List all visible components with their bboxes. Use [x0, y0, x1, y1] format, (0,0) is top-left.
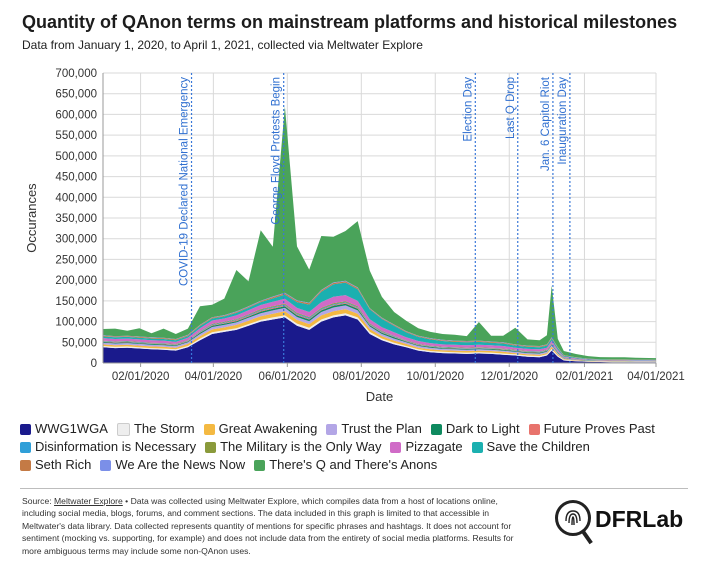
- legend-row: Seth Rich We Are the News Now There's Q an…: [20, 456, 700, 474]
- y-tick-label: 350,000: [55, 213, 97, 225]
- magnifier-fingerprint-icon: [555, 500, 591, 536]
- chart-title: Quantity of QAnon terms on mainstream pl…: [22, 12, 678, 32]
- dfrlab-logo: DFRLab: [555, 500, 695, 548]
- legend-label: Great Awakening: [218, 421, 318, 436]
- y-tick-label: 0: [91, 358, 97, 370]
- legend-label: Seth Rich: [35, 457, 92, 472]
- legend-swatch: [390, 441, 402, 453]
- legend-swatch: [100, 459, 112, 471]
- milestone-label: COVID-19 Declared National Emergency: [179, 77, 191, 286]
- series-area-wwg1wga: [103, 315, 656, 363]
- milestone-label: Election Day: [462, 77, 474, 142]
- legend-swatch: [528, 423, 540, 435]
- series-area-there-s-q-and-there-s-anons: [103, 106, 656, 360]
- legend-item: The Military is the Only Way: [205, 438, 381, 456]
- legend-swatch: [203, 423, 215, 435]
- chart-subtitle: Data from January 1, 2020, to April 1, 2…: [22, 38, 423, 52]
- legend-swatch: [20, 441, 31, 453]
- y-tick-label: 250,000: [55, 254, 97, 266]
- legend-label: We Are the News Now: [115, 457, 246, 472]
- source-link[interactable]: Meltwater Explore: [54, 496, 123, 506]
- y-tick-label: 150,000: [55, 296, 97, 308]
- y-tick-label: 600,000: [55, 109, 97, 121]
- series-area-save-the-children: [103, 282, 656, 361]
- legend-label: The Military is the Only Way: [220, 439, 382, 454]
- y-tick-label: 450,000: [55, 172, 97, 184]
- series-area-pizzagate: [103, 295, 656, 361]
- legend: WWG1WGA The Storm Great Awakening Trust the…: [20, 420, 700, 474]
- legend-item: Disinformation is Necessary: [20, 438, 196, 456]
- legend-swatch: [205, 441, 217, 453]
- y-tick-label: 100,000: [55, 317, 97, 329]
- source-text: • Data was collected using Meltwater Exp…: [22, 496, 514, 556]
- y-tick-label: 50,000: [62, 337, 97, 349]
- legend-item: Future Proves Past: [528, 420, 655, 438]
- milestone-label: Inauguration Day: [557, 77, 569, 165]
- y-tick-label: 200,000: [55, 275, 97, 287]
- legend-label: WWG1WGA: [35, 421, 108, 436]
- x-tick-label: 04/01/2021: [627, 371, 685, 383]
- x-tick-label: 02/01/2021: [556, 371, 614, 383]
- series-area-great-awakening: [103, 309, 656, 362]
- x-tick-label: 02/01/2020: [112, 371, 170, 383]
- series-area-the-storm: [103, 313, 656, 363]
- source-note: Source: Meltwater Explore • Data was col…: [22, 495, 534, 557]
- legend-label: Future Proves Past: [543, 421, 655, 436]
- legend-swatch: [20, 423, 31, 435]
- x-tick-label: 12/01/2020: [480, 371, 538, 383]
- legend-label: Pizzagate: [405, 439, 463, 454]
- y-tick-label: 300,000: [55, 234, 97, 246]
- y-tick-label: 500,000: [55, 151, 97, 163]
- legend-item: There's Q and There's Anons: [254, 456, 437, 474]
- legend-item: Seth Rich: [20, 456, 91, 474]
- legend-item: WWG1WGA: [20, 420, 108, 438]
- legend-label: Save the Children: [486, 439, 590, 454]
- legend-item: Pizzagate: [390, 438, 463, 456]
- legend-item: The Storm: [116, 420, 195, 438]
- milestone-label: George Floyd Protests Begin: [271, 77, 283, 225]
- series-area-trust-the-plan: [103, 305, 656, 362]
- stacked-area-chart: 0 50,000 100,000 150,000 200,000 250,000 300,0…: [24, 68, 685, 404]
- legend-swatch: [116, 422, 130, 436]
- logo-text: DFRLab: [595, 506, 684, 532]
- legend-item: Great Awakening: [203, 420, 318, 438]
- divider: [20, 488, 688, 489]
- legend-item: Dark to Light: [430, 420, 520, 438]
- legend-label: Disinformation is Necessary: [35, 439, 197, 454]
- x-tick-label: 04/01/2020: [185, 371, 243, 383]
- milestone-label: Jan. 6 Capitol Riot: [540, 76, 552, 171]
- legend-swatch: [471, 441, 483, 453]
- legend-label: There's Q and There's Anons: [269, 457, 438, 472]
- legend-row: Disinformation is Necessary The Military …: [20, 438, 700, 456]
- legend-swatch: [20, 459, 31, 471]
- y-tick-label: 400,000: [55, 192, 97, 204]
- legend-label: Trust the Plan: [341, 421, 422, 436]
- source-label: Source:: [22, 496, 52, 506]
- legend-swatch: [430, 423, 442, 435]
- x-tick-label: 10/01/2020: [407, 371, 465, 383]
- legend-row: WWG1WGA The Storm Great Awakening Trust the…: [20, 420, 700, 438]
- legend-swatch: [254, 459, 266, 471]
- y-axis-label: Occurances: [24, 183, 39, 253]
- milestone-label: Last Q Drop: [505, 77, 517, 139]
- x-tick-label: 06/01/2020: [259, 371, 317, 383]
- y-tick-label: 650,000: [55, 89, 97, 101]
- x-axis-label: Date: [366, 389, 393, 404]
- x-tick-label: 08/01/2020: [333, 371, 391, 383]
- legend-swatch: [326, 423, 338, 435]
- legend-label: Dark to Light: [445, 421, 520, 436]
- y-tick-label: 700,000: [55, 68, 97, 80]
- legend-label: The Storm: [133, 421, 195, 436]
- legend-item: We Are the News Now: [100, 456, 245, 474]
- legend-item: Trust the Plan: [326, 420, 422, 438]
- y-tick-label: 550,000: [55, 130, 97, 142]
- legend-item: Save the Children: [471, 438, 590, 456]
